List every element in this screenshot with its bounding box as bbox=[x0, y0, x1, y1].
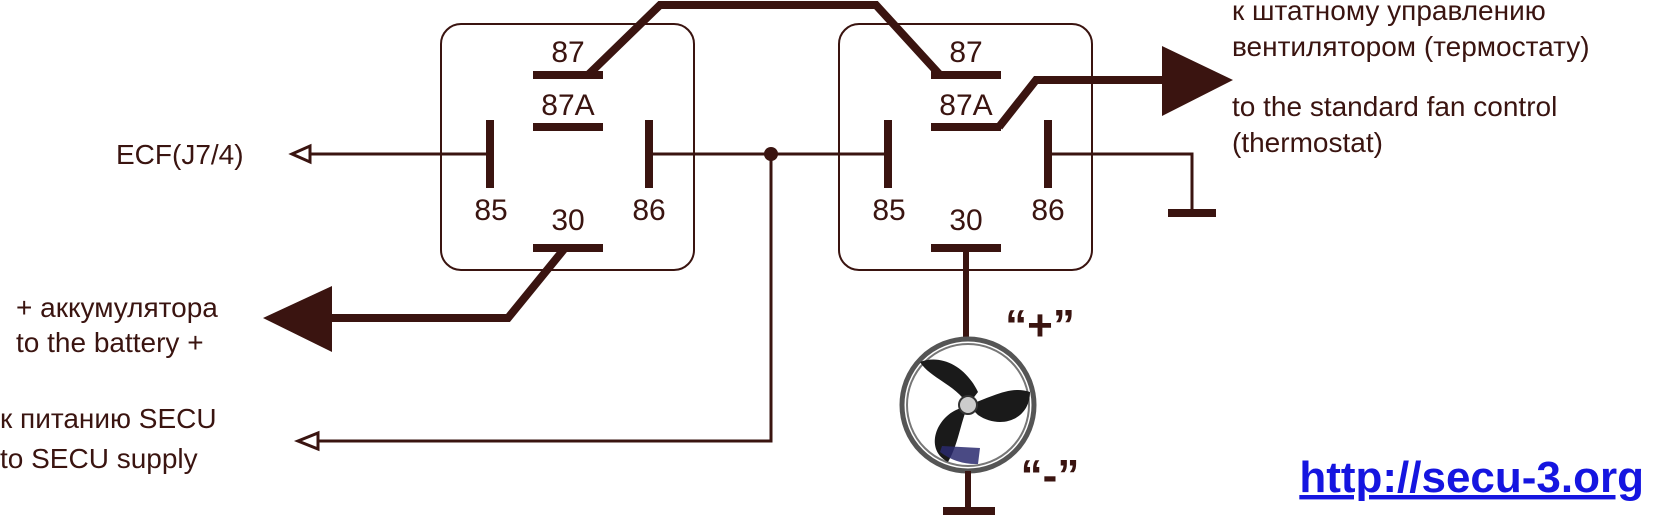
relay-left-label-87: 87 bbox=[551, 36, 584, 69]
battery-arrow-head bbox=[263, 286, 332, 352]
wire-86-to-ground bbox=[1052, 152, 1194, 213]
relay-left-label-87a: 87A bbox=[541, 89, 594, 122]
ecf-arrow-head bbox=[288, 143, 312, 165]
relay-left-label-86: 86 bbox=[632, 194, 665, 227]
secu-arrow-head bbox=[293, 430, 320, 452]
wire-87a-to-fan-control bbox=[995, 76, 1172, 130]
relay-right-label-87: 87 bbox=[949, 36, 982, 69]
battery-label-en: to the battery + bbox=[16, 327, 204, 358]
fan-control-arrow-head bbox=[1162, 46, 1233, 116]
fan-control-label-ru-2: вентилятором (термостату) bbox=[1232, 31, 1590, 62]
relay-left-box bbox=[440, 23, 695, 271]
fan-control-label-en-1: to the standard fan control bbox=[1232, 91, 1557, 122]
ecf-label: ECF(J7/4) bbox=[116, 139, 244, 170]
fan-control-label-en-2: (thermostat) bbox=[1232, 127, 1383, 158]
fan-icon bbox=[899, 336, 1037, 474]
fan-minus-label: “-” bbox=[1021, 451, 1080, 500]
website-link[interactable]: http://secu-3.org bbox=[1299, 453, 1644, 502]
relay-left-label-85: 85 bbox=[474, 194, 507, 227]
relay-right-label-87a: 87A bbox=[939, 89, 992, 122]
wire-to-secu-supply bbox=[318, 154, 773, 443]
secu-label-ru: к питанию SECU bbox=[0, 403, 217, 434]
fan-control-label-ru-1: к штатному управлению bbox=[1232, 0, 1546, 26]
fan-plus-label: “+” bbox=[1005, 301, 1075, 350]
relay-left-label-30: 30 bbox=[551, 204, 584, 237]
relay-right-label-86: 86 bbox=[1031, 194, 1064, 227]
wire-87-to-87 bbox=[585, 0, 943, 78]
relay-right-label-85: 85 bbox=[872, 194, 905, 227]
secu-label-en: to SECU supply bbox=[0, 443, 198, 474]
wire-30-to-battery bbox=[320, 245, 569, 322]
relay-right-label-30: 30 bbox=[949, 204, 982, 237]
battery-label-ru: + аккумулятора bbox=[16, 292, 218, 323]
